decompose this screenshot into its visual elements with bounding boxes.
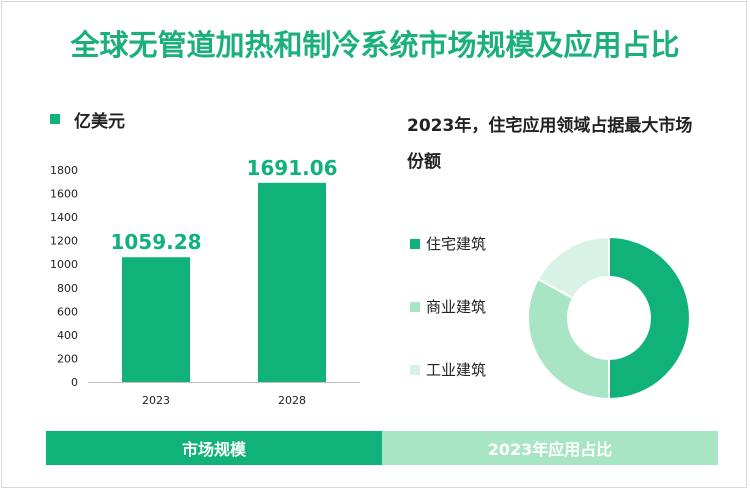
- legend-label-industrial: 工业建筑: [426, 361, 487, 379]
- legend-swatch-residential: [410, 239, 420, 249]
- chart-title: 全球无管道加热和制冷系统市场规模及应用占比: [70, 28, 680, 62]
- bottom-label-market-size: 市场规模: [46, 431, 382, 465]
- pie-title: 2023年，住宅应用领域占据最大市场份额: [407, 116, 693, 172]
- legend-label-residential: 住宅建筑: [426, 235, 487, 253]
- legend-swatch-commercial: [410, 302, 420, 312]
- bottom-label-application-share: 2023年应用占比: [382, 431, 718, 465]
- legend-label-commercial: 商业建筑: [426, 298, 487, 316]
- unit-label: 亿美元: [74, 112, 125, 132]
- legend-swatch-industrial: [410, 365, 420, 375]
- unit-legend-swatch: [50, 114, 60, 124]
